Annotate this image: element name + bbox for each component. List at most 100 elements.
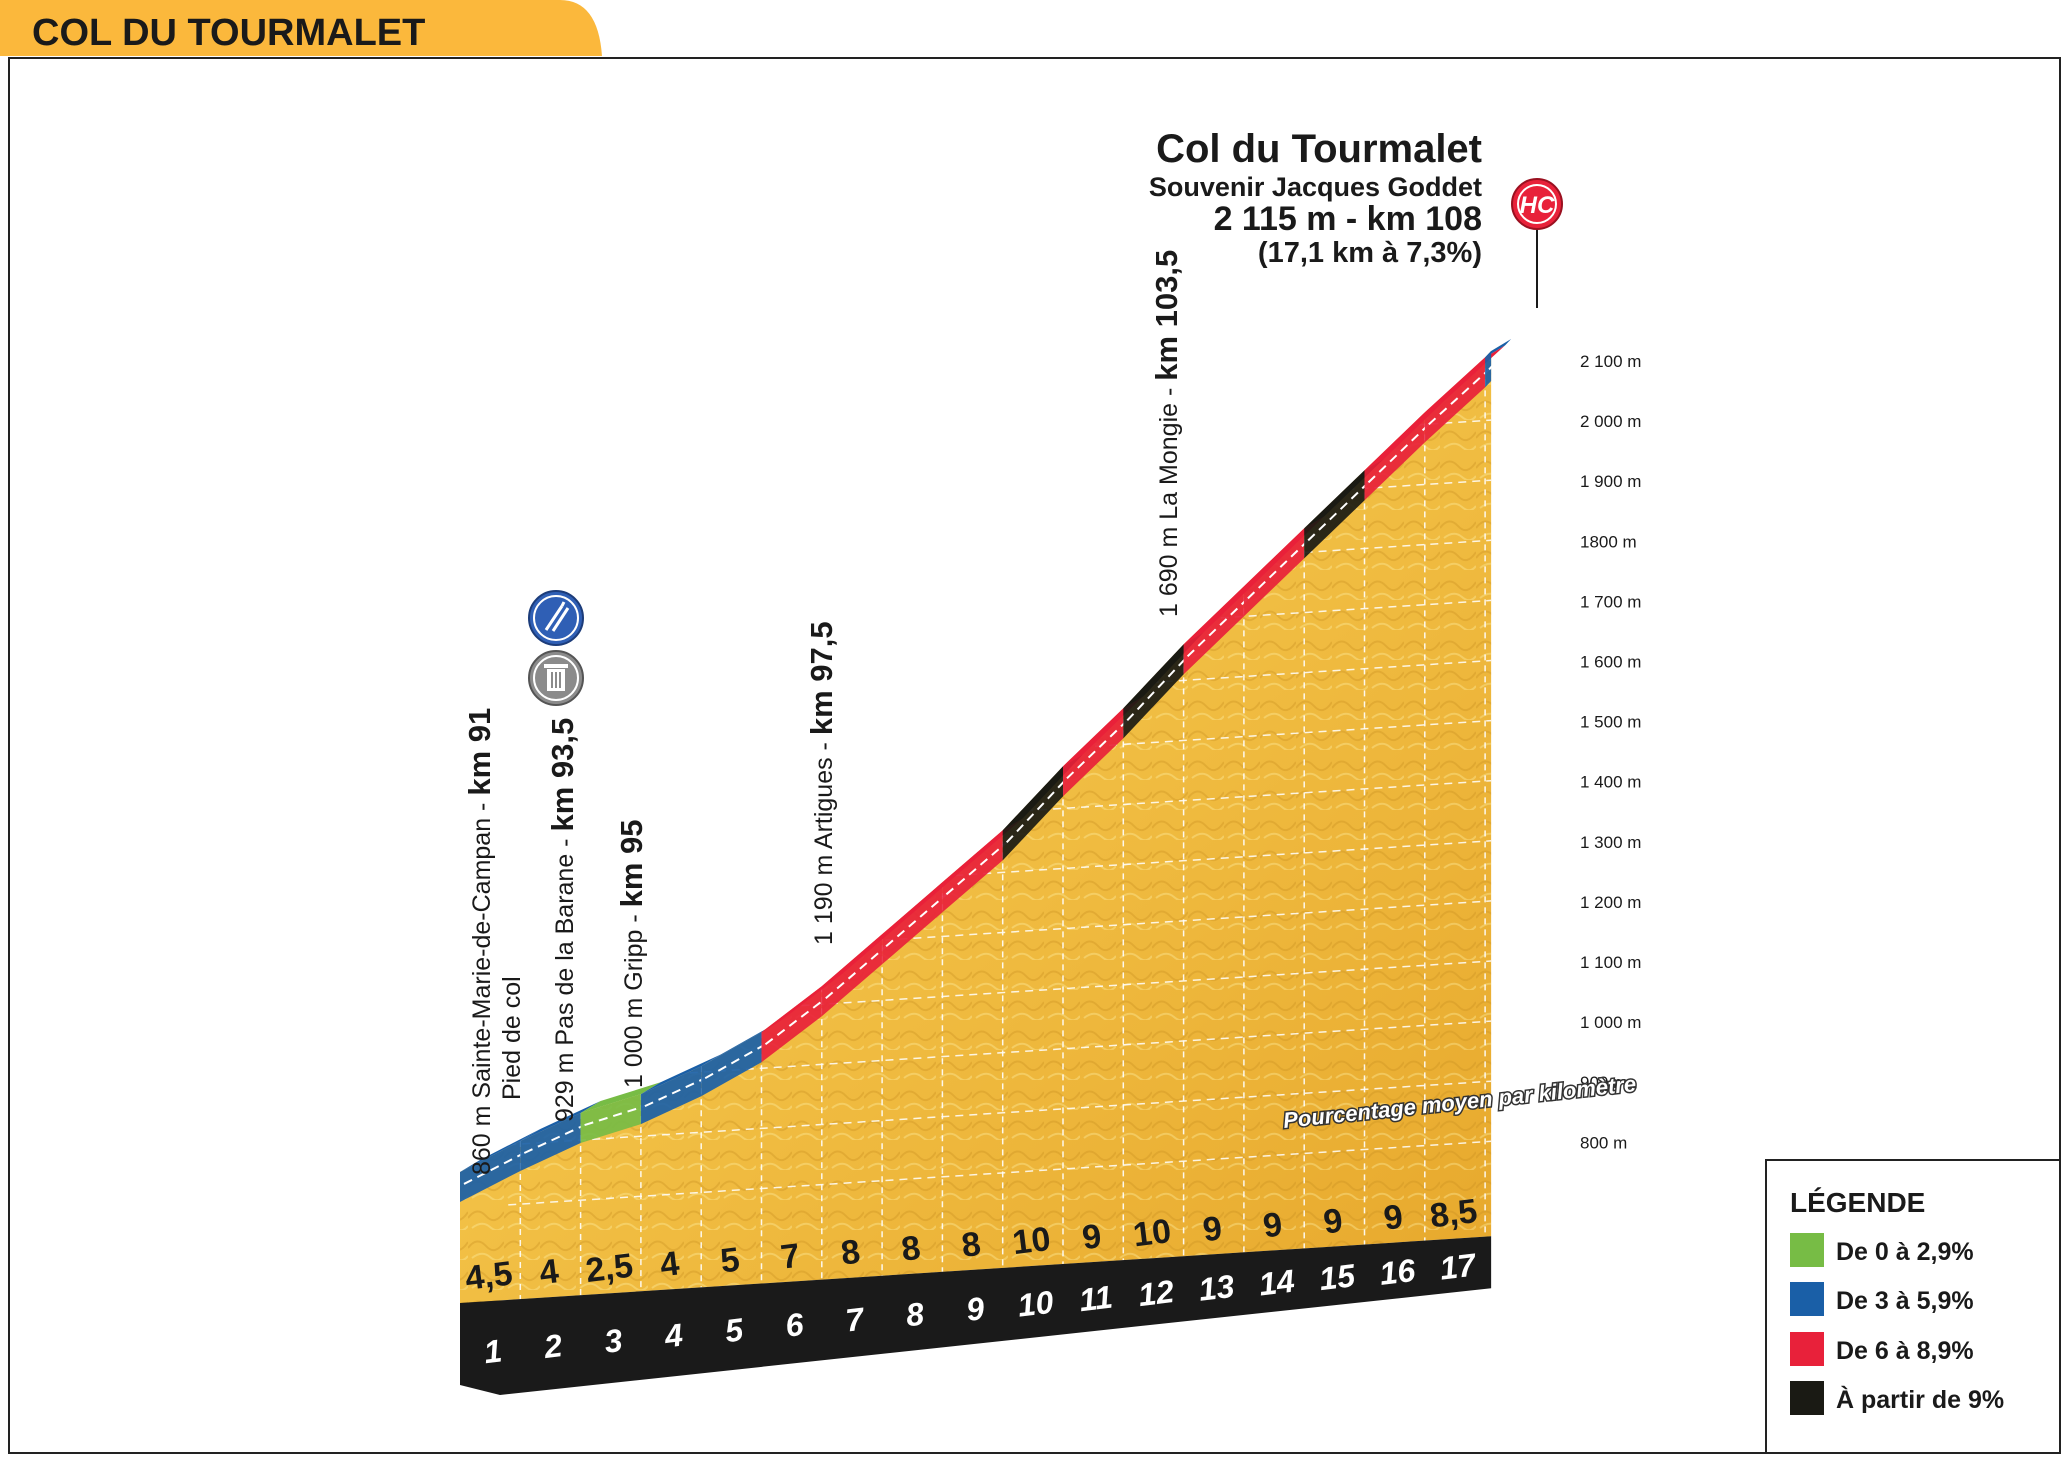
legend-swatch-green	[1790, 1233, 1824, 1267]
y-tick-label: 1 100 m	[1580, 953, 1641, 972]
waypoint-km: km 97,5	[804, 621, 839, 735]
waypoint-label: 1 190 m Artigues - km 97,5	[804, 621, 839, 945]
gradient-value-label: 9	[1321, 1202, 1344, 1242]
gradient-ribbon-top	[701, 1020, 782, 1067]
km-label: 13	[1197, 1268, 1237, 1308]
gradient-value-label: 4,5	[463, 1254, 515, 1297]
waypoint-name: 1 000 m Gripp -	[620, 907, 648, 1088]
legend-label-red: De 6 à 8,9%	[1836, 1337, 1974, 1365]
y-tick-label: 1 000 m	[1580, 1013, 1641, 1032]
km-label: 10	[1016, 1284, 1056, 1324]
y-tick-label: 1 300 m	[1580, 833, 1641, 852]
chart-frame	[8, 57, 2061, 1454]
km-label: 4	[662, 1317, 685, 1355]
gradient-ribbon-centerline	[644, 1077, 706, 1108]
y-tick-label: 800 m	[1580, 1133, 1627, 1152]
gradient-ribbon-face	[1123, 644, 1184, 739]
gradient-ribbon-top	[640, 1054, 722, 1095]
waypoint-name: 1 190 m Artigues -	[810, 735, 838, 945]
gradient-ribbon-face	[520, 1113, 581, 1171]
y-tick-label: 2 100 m	[1580, 352, 1641, 371]
gradient-ribbon-face	[701, 1032, 762, 1097]
y-tick-label: 1 700 m	[1580, 592, 1641, 611]
gradient-ribbon-centerline	[463, 1152, 525, 1185]
gradient-ribbon-top	[580, 1082, 661, 1114]
hc-badge-label: HC	[1520, 192, 1555, 219]
km-label: 15	[1317, 1257, 1358, 1297]
km-label: 1	[482, 1332, 504, 1370]
gradient-value-label: 5	[718, 1241, 741, 1281]
y-tick-label: 1 900 m	[1580, 472, 1641, 491]
header-tab	[0, 0, 602, 56]
km-label: 8	[904, 1295, 926, 1333]
waypoint-label: 860 m Sainte-Marie-de-Campan - km 91	[462, 708, 497, 1175]
waypoint-km: km 91	[462, 708, 497, 796]
y-tick-label: 1 500 m	[1580, 713, 1641, 732]
summit-altitude: 2 115 m - km 108	[1214, 200, 1482, 238]
altitude-gridline	[508, 419, 1492, 485]
waypoint-km: km 93,5	[545, 718, 580, 832]
km-label: 5	[723, 1311, 746, 1349]
gradient-value-label: 4	[658, 1244, 681, 1284]
waypoint-label: 929 m Pas de la Barane - km 93,5	[545, 718, 580, 1122]
waypoint-name: 860 m Sainte-Marie-de-Campan -	[468, 796, 496, 1175]
y-tick-label: 2 000 m	[1580, 412, 1641, 431]
km-label: 2	[541, 1327, 564, 1365]
y-tick-label: 900 m	[1580, 1073, 1627, 1092]
waypoint-sub: Pied de col	[498, 976, 526, 1100]
km-label: 12	[1136, 1273, 1176, 1313]
y-tick-label: 1 400 m	[1580, 773, 1641, 792]
gradient-value-label: 4	[537, 1252, 560, 1292]
gradient-value-label: 9	[1382, 1198, 1405, 1238]
gradient-ribbon-centerline	[523, 1124, 586, 1154]
gradient-value-label: 2,5	[584, 1247, 636, 1290]
gradient-ribbon-centerline	[584, 1105, 646, 1127]
altitude-gridline	[508, 840, 1492, 906]
waypoint-name: 1 690 m La Mongie -	[1155, 381, 1183, 617]
gradient-value-label: 10	[1010, 1220, 1052, 1262]
y-tick-label: 1 600 m	[1580, 653, 1641, 672]
legend-label-green: De 0 à 2,9%	[1836, 1238, 1974, 1266]
gradient-ribbon-centerline	[825, 945, 887, 1000]
waypoint-km: km 95	[614, 819, 649, 907]
km-label: 11	[1077, 1279, 1114, 1319]
feed-zone-icon	[528, 590, 584, 646]
gradient-value-label: 9	[1261, 1205, 1284, 1245]
gradient-ribbon-centerline	[945, 841, 1008, 896]
altitude-gridline	[508, 900, 1492, 966]
altitude-gridline	[508, 1080, 1492, 1146]
y-tick-label: 1800 m	[1580, 532, 1637, 551]
summit-stats: (17,1 km à 7,3%)	[1258, 237, 1482, 269]
km-label: 9	[964, 1290, 986, 1328]
summit-subtitle: Souvenir Jacques Goddet	[1149, 172, 1482, 202]
legend-swatch-red	[1790, 1332, 1824, 1366]
gradient-ribbon-centerline	[704, 1043, 766, 1080]
legend-swatch-blue	[1790, 1282, 1824, 1316]
gradient-value-label: 7	[779, 1237, 802, 1277]
waypoint-label: 1 000 m Gripp - km 95	[614, 819, 649, 1088]
legend-label-blue: De 3 à 5,9%	[1836, 1287, 1974, 1315]
gradient-ribbon-top	[520, 1101, 601, 1141]
gradient-ribbon-centerline	[764, 997, 827, 1046]
km-label: 16	[1377, 1252, 1417, 1292]
legend-title: LÉGENDE	[1790, 1187, 1925, 1218]
altitude-gridline	[508, 359, 1492, 425]
gradient-ribbon-face	[580, 1094, 641, 1144]
km-label: 14	[1257, 1262, 1297, 1302]
legend-swatch-black	[1790, 1381, 1824, 1415]
gradient-ribbon-face	[1002, 766, 1063, 861]
hc-badge-circle	[1511, 178, 1563, 230]
altitude-gridline	[508, 1140, 1492, 1206]
km-label: 3	[602, 1322, 624, 1360]
gradient-value-label: 8	[899, 1229, 922, 1269]
waypoint-km: km 103,5	[1149, 250, 1184, 381]
gradient-value-label: 9	[1201, 1209, 1224, 1249]
gradient-ribbon-face	[460, 1140, 521, 1202]
gradient-value-label: 8	[839, 1233, 862, 1273]
gradient-ribbon-face	[640, 1066, 702, 1125]
altitude-gridline	[508, 960, 1492, 1026]
gradient-ribbon-centerline	[1428, 368, 1490, 426]
gradient-ribbon-top	[1485, 338, 1512, 358]
gradient-value-label: 8	[960, 1225, 983, 1265]
